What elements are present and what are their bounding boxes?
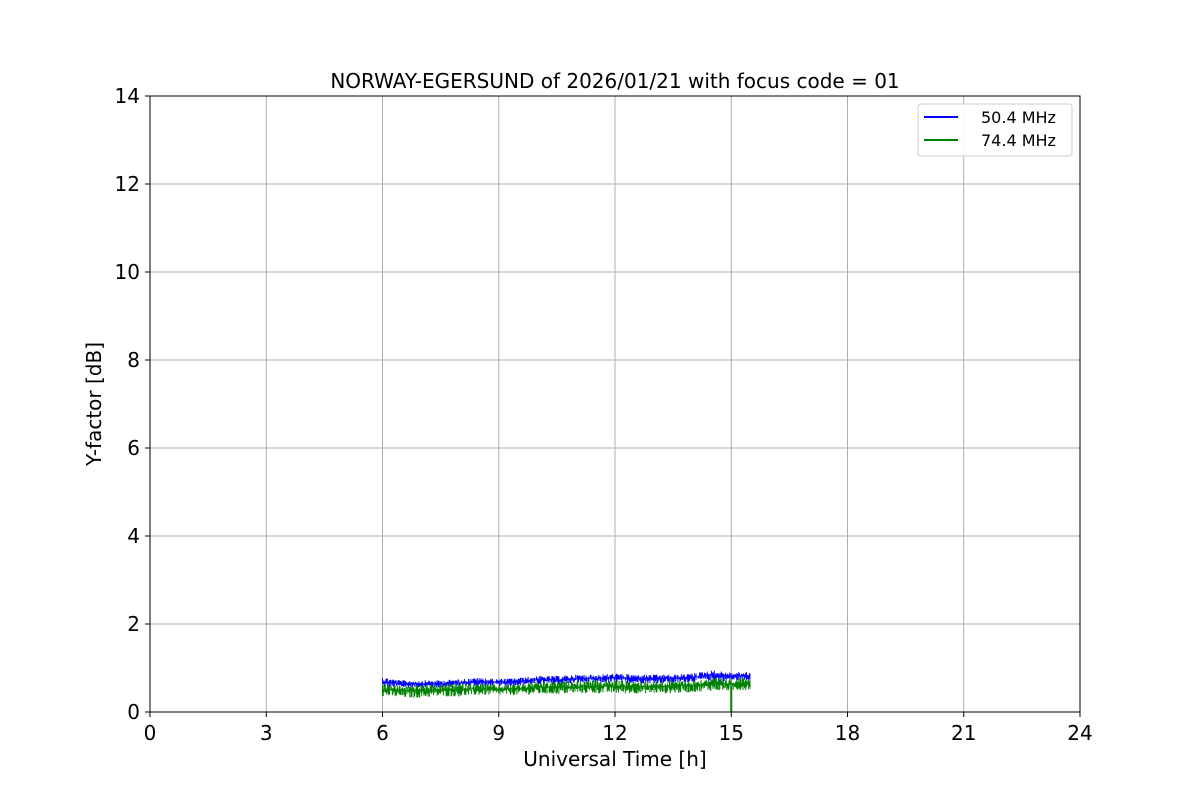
legend: 50.4 MHz 74.4 MHz — [917, 103, 1073, 157]
series-layer — [382, 670, 751, 712]
series-0 — [382, 670, 751, 688]
x-tick-label: 9 — [492, 721, 505, 745]
series-line — [382, 677, 751, 698]
x-axis-label: Universal Time [h] — [523, 747, 706, 771]
x-tick-label: 15 — [719, 721, 744, 745]
y-tick-label: 10 — [115, 260, 140, 284]
y-tick-label: 12 — [115, 172, 140, 196]
series-1 — [382, 677, 751, 712]
x-tick-label: 12 — [602, 721, 627, 745]
y-tick-label: 6 — [127, 436, 140, 460]
x-axis: 0 3 6 9 12 15 18 21 24 — [144, 712, 1093, 745]
x-tick-label: 3 — [260, 721, 273, 745]
chart-title: NORWAY-EGERSUND of 2026/01/21 with focus… — [330, 69, 899, 93]
grid — [149, 95, 1081, 713]
series-line — [382, 670, 751, 688]
x-tick-label: 18 — [835, 721, 860, 745]
legend-label: 74.4 MHz — [981, 131, 1056, 150]
y-tick-label: 2 — [127, 612, 140, 636]
x-tick-label: 0 — [144, 721, 157, 745]
legend-label: 50.4 MHz — [981, 108, 1056, 127]
y-tick-label: 8 — [127, 348, 140, 372]
y-tick-label: 0 — [127, 700, 140, 724]
y-axis-label: Y-factor [dB] — [82, 342, 106, 467]
y-axis: 0 2 4 6 8 10 12 14 — [115, 84, 150, 724]
x-tick-label: 6 — [376, 721, 389, 745]
y-tick-label: 14 — [115, 84, 140, 108]
y-tick-label: 4 — [127, 524, 140, 548]
x-tick-label: 21 — [951, 721, 976, 745]
x-tick-label: 24 — [1067, 721, 1092, 745]
